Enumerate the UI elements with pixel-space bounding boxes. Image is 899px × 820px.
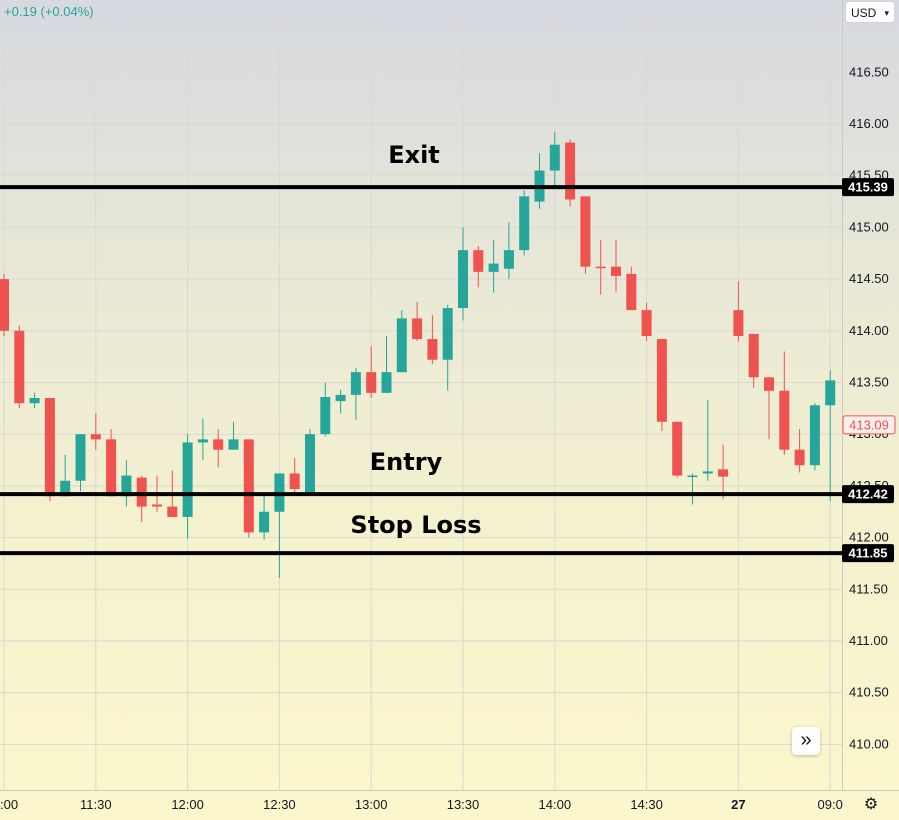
candle-body [595,266,606,269]
candle-body [687,475,698,478]
x-tick-label: 13:30 [447,797,480,812]
double-chevron-right-icon: » [800,729,812,751]
current-price-label: 413.09 [849,417,889,432]
candle-body [106,439,117,497]
y-tick-label: 414.00 [849,323,889,338]
candle-body [396,318,407,373]
candle-body [764,377,774,391]
candle-body [488,263,499,272]
x-tick-label: 14:00 [539,797,572,812]
candle-body [794,449,805,466]
candle-body [29,398,40,404]
y-tick-label: 410.00 [849,736,889,751]
candle-body [197,439,208,443]
candle-body [152,504,162,507]
candle-body [733,310,744,336]
candle-body [626,273,637,311]
level-price-tag [842,544,894,563]
price-axis[interactable] [842,0,899,790]
level-price-label: 412.42 [848,487,888,502]
candle-body [779,390,790,450]
plot-area[interactable] [0,0,842,790]
candle-body [611,266,621,276]
candle-body [14,330,25,404]
level-price-tag [842,485,894,504]
candle-body [825,380,836,406]
level-price-label: 411.85 [848,546,887,561]
candle-body [121,475,132,497]
candle-body [565,142,576,200]
y-tick-label: 416.50 [849,64,889,79]
candle-body [320,396,331,435]
candle-body [259,511,270,533]
time-axis[interactable] [0,790,899,820]
y-tick-label: 413.50 [849,375,889,390]
candle-body [0,279,9,331]
candle-body [473,250,484,272]
candle-body [427,339,438,360]
x-tick-label: 12:00 [171,797,204,812]
candle-body [641,310,652,336]
candle-body [809,405,820,466]
currency-label: USD [851,6,877,20]
y-tick-label: 414.50 [849,271,889,286]
currency-selector[interactable]: USD ▾ [845,1,895,23]
y-tick-label: 411.00 [849,633,888,648]
candle-body [213,439,224,450]
candle-body [60,480,71,497]
candle-body [228,439,239,450]
x-tick-label: 12:30 [263,797,296,812]
candle-body [136,477,147,507]
y-tick-label: 411.50 [849,581,888,596]
candle-body [549,144,560,171]
candle-body [90,434,101,440]
candle-body [458,250,468,309]
candle-body [167,506,178,517]
candle-body [182,442,193,517]
candle-body [672,421,683,476]
candle-body [580,196,591,267]
x-tick-label: 09:0 [818,797,843,812]
candle-body [748,333,759,378]
candle-body [289,473,300,490]
candle-body [503,250,514,269]
x-tick-label: :00 [0,797,18,812]
candle-body [350,372,361,395]
level-price-label: 415.39 [848,180,888,195]
candle-body [243,439,254,533]
candle-body [656,339,667,422]
candle-body [366,372,377,393]
level-annotation: Exit [388,141,440,169]
x-tick-label: 13:00 [355,797,388,812]
scroll-to-realtime-button[interactable]: » [792,727,820,755]
price-change-label: +0.19 (+0.04%) [4,4,94,19]
settings-button[interactable]: ⚙ [860,795,882,815]
y-tick-label: 410.50 [849,685,889,700]
level-price-tag [842,178,894,197]
y-tick-label: 412.00 [849,530,889,545]
candle-body [381,372,392,393]
candle-body [702,471,713,474]
x-tick-label: 14:30 [630,797,663,812]
candle-body [519,196,530,251]
level-annotation: Stop Loss [350,511,481,539]
candle-body [75,434,86,481]
current-price-tag [842,415,896,435]
level-annotation: Entry [370,448,443,476]
candle-body [44,398,55,497]
chevron-down-icon: ▾ [884,8,889,18]
candle-body [305,434,315,495]
y-tick-label: 415.00 [849,219,889,234]
candle-body [412,318,423,340]
y-tick-label: 416.00 [849,116,889,131]
x-tick-label: 11:30 [80,797,112,812]
candle-body [442,308,453,360]
gear-icon: ⚙ [863,796,879,813]
x-tick-label: 27 [731,797,745,812]
candle-body [718,469,729,477]
candle-body [335,394,346,402]
